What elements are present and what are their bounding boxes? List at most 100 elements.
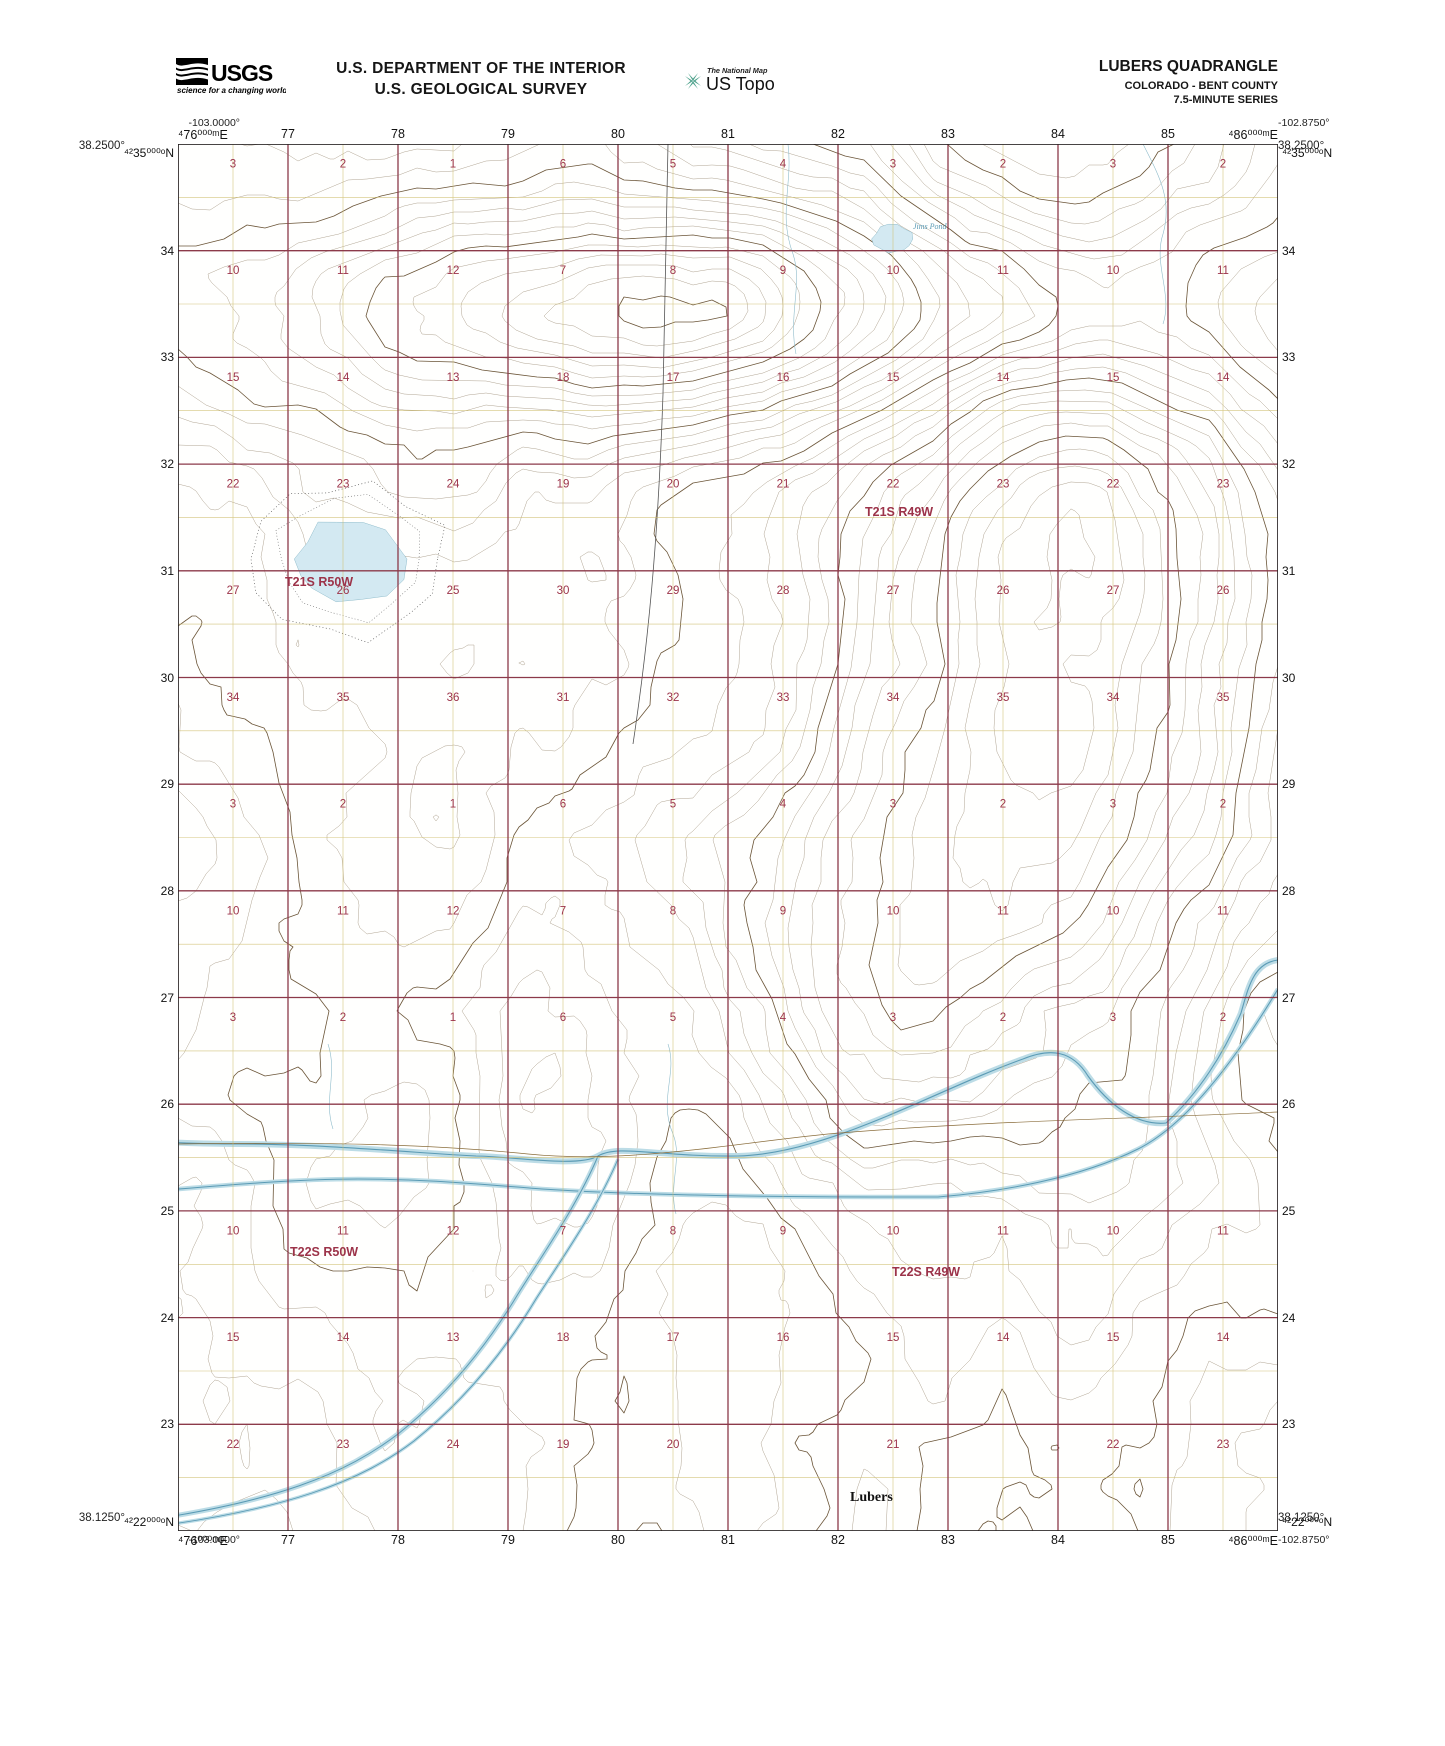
svg-text:18: 18 bbox=[557, 372, 570, 384]
svg-text:Lubers: Lubers bbox=[850, 1490, 893, 1505]
svg-text:6: 6 bbox=[560, 1012, 566, 1024]
svg-text:Jims Pond: Jims Pond bbox=[913, 222, 948, 231]
svg-text:30: 30 bbox=[557, 585, 570, 597]
svg-text:22: 22 bbox=[227, 479, 240, 491]
svg-text:16: 16 bbox=[777, 372, 790, 384]
svg-text:15: 15 bbox=[227, 372, 240, 384]
svg-text:22: 22 bbox=[887, 479, 900, 491]
svg-text:10: 10 bbox=[1107, 905, 1120, 917]
svg-text:20: 20 bbox=[667, 1439, 680, 1451]
svg-text:12: 12 bbox=[447, 265, 460, 277]
svg-text:15: 15 bbox=[1107, 372, 1120, 384]
svg-text:21: 21 bbox=[777, 479, 790, 491]
svg-text:T21S R50W: T21S R50W bbox=[285, 575, 353, 589]
svg-text:15: 15 bbox=[887, 1332, 900, 1344]
svg-text:8: 8 bbox=[670, 1225, 676, 1237]
svg-text:14: 14 bbox=[1217, 1332, 1230, 1344]
svg-text:24: 24 bbox=[447, 1439, 460, 1451]
svg-text:15: 15 bbox=[887, 372, 900, 384]
svg-text:11: 11 bbox=[1217, 1225, 1229, 1237]
svg-text:14: 14 bbox=[337, 372, 350, 384]
svg-text:2: 2 bbox=[1000, 799, 1006, 811]
svg-text:6: 6 bbox=[560, 799, 566, 811]
svg-text:11: 11 bbox=[1217, 265, 1229, 277]
svg-text:5: 5 bbox=[670, 799, 676, 811]
svg-text:T22S R49W: T22S R49W bbox=[892, 1265, 960, 1279]
svg-text:1: 1 bbox=[450, 1012, 456, 1024]
svg-text:3: 3 bbox=[230, 799, 236, 811]
svg-text:19: 19 bbox=[557, 479, 570, 491]
svg-text:10: 10 bbox=[887, 265, 900, 277]
svg-text:11: 11 bbox=[997, 1225, 1009, 1237]
svg-text:35: 35 bbox=[337, 692, 350, 704]
svg-text:4: 4 bbox=[780, 159, 787, 171]
svg-text:8: 8 bbox=[670, 905, 676, 917]
svg-text:2: 2 bbox=[340, 159, 346, 171]
svg-text:9: 9 bbox=[780, 905, 786, 917]
svg-text:2: 2 bbox=[340, 799, 346, 811]
svg-text:23: 23 bbox=[1217, 479, 1230, 491]
svg-text:2: 2 bbox=[1220, 1012, 1226, 1024]
svg-text:5: 5 bbox=[670, 1012, 676, 1024]
svg-text:3: 3 bbox=[230, 1012, 236, 1024]
svg-text:2: 2 bbox=[1220, 799, 1226, 811]
svg-text:7: 7 bbox=[560, 1225, 566, 1237]
svg-text:23: 23 bbox=[337, 479, 350, 491]
svg-text:22: 22 bbox=[227, 1439, 240, 1451]
svg-text:2: 2 bbox=[1220, 159, 1226, 171]
svg-text:35: 35 bbox=[1217, 692, 1230, 704]
svg-text:21: 21 bbox=[887, 1439, 900, 1451]
svg-text:2: 2 bbox=[340, 1012, 346, 1024]
svg-text:11: 11 bbox=[337, 265, 349, 277]
svg-text:34: 34 bbox=[227, 692, 240, 704]
svg-text:12: 12 bbox=[447, 1225, 460, 1237]
svg-text:2: 2 bbox=[1000, 159, 1006, 171]
svg-text:10: 10 bbox=[887, 1225, 900, 1237]
svg-text:T22S R50W: T22S R50W bbox=[290, 1245, 358, 1259]
svg-text:7: 7 bbox=[560, 265, 566, 277]
svg-text:8: 8 bbox=[670, 265, 676, 277]
svg-text:17: 17 bbox=[667, 372, 680, 384]
svg-text:27: 27 bbox=[887, 585, 900, 597]
svg-text:16: 16 bbox=[777, 1332, 790, 1344]
svg-text:14: 14 bbox=[337, 1332, 350, 1344]
svg-text:25: 25 bbox=[447, 585, 460, 597]
svg-text:10: 10 bbox=[1107, 1225, 1120, 1237]
svg-text:23: 23 bbox=[337, 1439, 350, 1451]
svg-text:13: 13 bbox=[447, 1332, 460, 1344]
svg-text:7: 7 bbox=[560, 905, 566, 917]
svg-text:27: 27 bbox=[227, 585, 240, 597]
svg-text:15: 15 bbox=[1107, 1332, 1120, 1344]
svg-text:14: 14 bbox=[997, 372, 1010, 384]
svg-text:34: 34 bbox=[887, 692, 900, 704]
svg-text:6: 6 bbox=[560, 159, 566, 171]
svg-text:science for a changing world: science for a changing world bbox=[177, 86, 286, 95]
svg-text:2: 2 bbox=[1000, 1012, 1006, 1024]
svg-text:13: 13 bbox=[447, 372, 460, 384]
svg-text:10: 10 bbox=[227, 265, 240, 277]
svg-text:3: 3 bbox=[230, 159, 236, 171]
svg-text:10: 10 bbox=[1107, 265, 1120, 277]
svg-text:27: 27 bbox=[1107, 585, 1120, 597]
svg-text:11: 11 bbox=[1217, 905, 1229, 917]
svg-text:29: 29 bbox=[667, 585, 680, 597]
svg-text:18: 18 bbox=[557, 1332, 570, 1344]
svg-text:3: 3 bbox=[890, 1012, 896, 1024]
svg-text:35: 35 bbox=[997, 692, 1010, 704]
svg-text:15: 15 bbox=[227, 1332, 240, 1344]
svg-text:10: 10 bbox=[227, 905, 240, 917]
svg-text:3: 3 bbox=[1110, 159, 1116, 171]
svg-text:23: 23 bbox=[1217, 1439, 1230, 1451]
svg-text:14: 14 bbox=[997, 1332, 1010, 1344]
svg-text:3: 3 bbox=[890, 159, 896, 171]
svg-text:1: 1 bbox=[450, 159, 456, 171]
svg-text:11: 11 bbox=[337, 1225, 349, 1237]
svg-text:12: 12 bbox=[447, 905, 460, 917]
svg-text:34: 34 bbox=[1107, 692, 1120, 704]
svg-text:17: 17 bbox=[667, 1332, 680, 1344]
svg-text:9: 9 bbox=[780, 1225, 786, 1237]
svg-text:1: 1 bbox=[450, 799, 456, 811]
svg-text:26: 26 bbox=[1217, 585, 1230, 597]
svg-text:3: 3 bbox=[890, 799, 896, 811]
svg-text:22: 22 bbox=[1107, 479, 1120, 491]
